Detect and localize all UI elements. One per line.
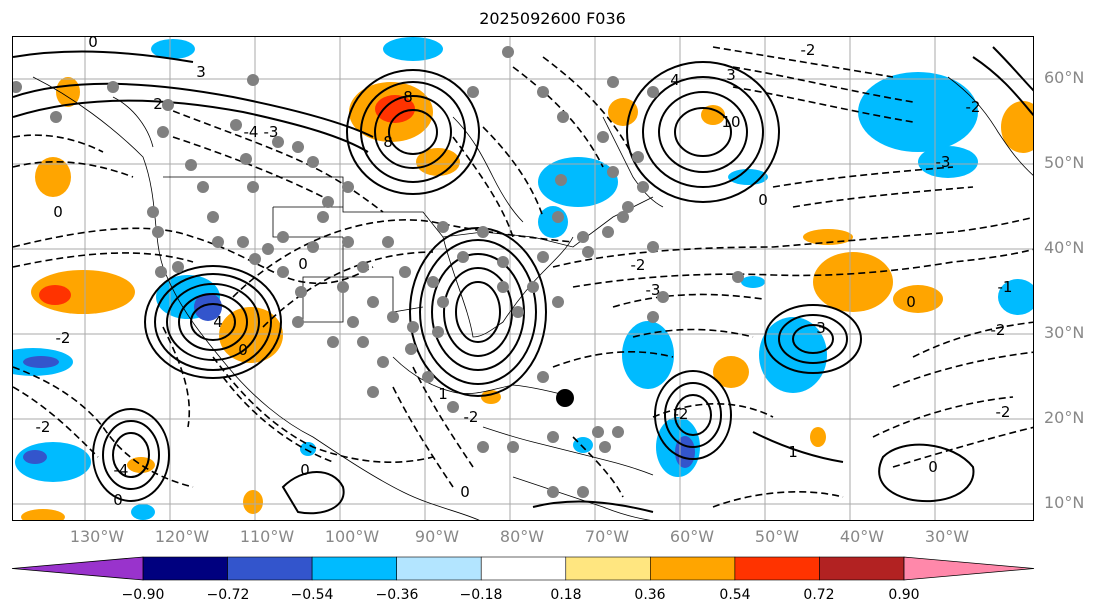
contour-label: -2 [966,98,981,116]
colorbar-tick: −0.18 [459,587,503,603]
contour-label: 0 [906,293,916,311]
lat-label-30n: 30°N [1044,323,1085,342]
coastlines [32,76,1033,520]
contour-label: 0 [928,458,938,476]
contour-label: 10 [721,113,740,131]
contour-label: 0 [460,483,470,501]
lon-label-70w: 70°W [584,527,630,546]
colorbar-tick: −0.54 [290,587,334,603]
colorbar [11,556,1035,581]
shading-layer [13,37,1033,520]
lon-label-100w: 100°W [324,527,380,546]
contour-label: -2 [674,405,689,423]
contour-label: 3 [196,63,206,81]
colorbar-segment [480,556,567,581]
contour-label: 4 [213,313,223,331]
colorbar-segment [819,556,905,581]
colorbar-segment [227,556,313,581]
contour-label: 3 [726,66,736,84]
colorbar-tick: 0.90 [888,587,920,603]
contour-label: -2 [996,403,1011,421]
contour-label: 0 [300,461,310,479]
contour-label: -2 [36,418,51,436]
contour-label: 2 [153,95,163,113]
lon-label-30w: 30°W [924,527,970,546]
contour-label: -3 [646,281,661,299]
contour-label: -2 [56,329,71,347]
colorbar-segment [396,556,482,581]
colorbar-segment [734,556,820,581]
contour-label: -2 [801,41,816,59]
station-dots [13,46,744,498]
colorbar-tick: 0.36 [634,587,666,603]
contour-label: -3 [936,153,951,171]
colorbar-tick: 0.54 [719,587,751,603]
lon-label-110w: 110°W [239,527,295,546]
lon-label-120w: 120°W [154,527,210,546]
negative-contours [13,46,1033,508]
colorbar-max-extend [903,556,1035,581]
contour-label: 0 [238,341,248,359]
contour-label: 0 [298,255,308,273]
lat-label-50n: 50°N [1044,153,1085,172]
contour-label: 0 [53,203,63,221]
contour-label: -4 [244,123,259,141]
contour-label: -2 [991,321,1006,339]
lon-label-60w: 60°W [669,527,715,546]
colorbar-segment [650,556,736,581]
lon-label-90w: 90°W [414,527,460,546]
contour-label: 8 [383,133,393,151]
colorbar-tick: −0.36 [375,587,419,603]
colorbar-min-extend [11,556,144,581]
lon-label-130w: 130°W [69,527,125,546]
contour-label: 4 [670,71,680,89]
map-canvas: 4 2 3 -4 -3 0 0 0 8 8 4 3 10 -2 -2 -3 0 … [13,37,1033,520]
contour-label: 0 [758,191,768,209]
contour-label: -3 [264,123,279,141]
contour-label: -4 [114,461,129,479]
contour-label: 3 [816,319,826,337]
lon-label-50w: 50°W [754,527,800,546]
colorbar-segment [142,556,228,581]
colorbar-tick: −0.72 [206,587,250,603]
colorbar-tick: −0.90 [121,587,165,603]
contour-label: 0 [88,37,98,51]
lat-label-20n: 20°N [1044,408,1085,427]
contour-label: 8 [403,88,413,106]
map-panel: 4 2 3 -4 -3 0 0 0 8 8 4 3 10 -2 -2 -3 0 … [12,36,1034,521]
lat-label-10n: 10°N [1044,493,1085,512]
lat-label-60n: 60°N [1044,68,1085,87]
map-title: 2025092600 F036 [479,9,626,28]
colorbar-segment [565,556,651,581]
contour-label: -2 [631,256,646,274]
lon-label-40w: 40°W [839,527,885,546]
contour-label: 0 [113,491,123,509]
colorbar-tick: 0.18 [550,587,582,603]
colorbar-tick: 0.72 [803,587,835,603]
contour-labels: 4 2 3 -4 -3 0 0 0 8 8 4 3 10 -2 -2 -3 0 … [36,37,1013,509]
contour-label: -2 [464,408,479,426]
highlight-marker [556,389,574,407]
colorbar-segment [311,556,397,581]
lon-label-80w: 80°W [499,527,545,546]
positive-contours [13,46,1033,515]
contour-label: 1 [788,443,798,461]
colorbar-segments [142,556,905,581]
lat-label-40n: 40°N [1044,238,1085,257]
contour-label: -1 [998,278,1013,296]
contour-label: 1 [438,385,448,403]
